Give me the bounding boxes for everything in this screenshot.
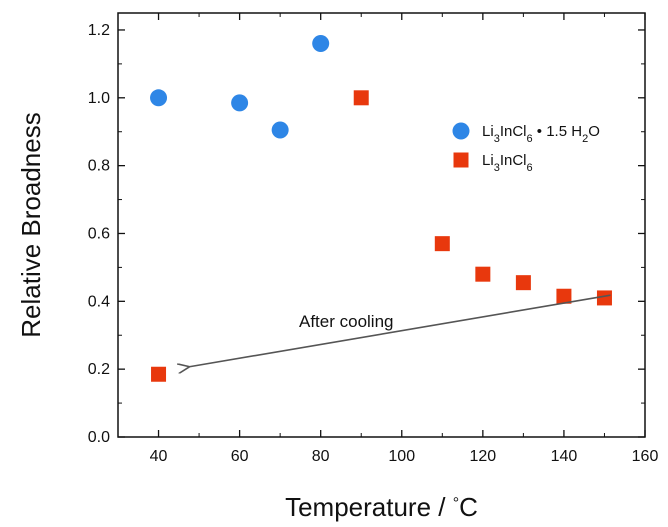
data-point-square (515, 275, 531, 291)
x-tick-label: 160 (632, 448, 659, 465)
y-tick-label: 1.0 (88, 90, 110, 107)
data-point-square (434, 236, 450, 252)
x-axis-label: Temperature / °C (285, 492, 478, 522)
annotations: After cooling (189, 294, 611, 367)
data-point-square (151, 366, 167, 382)
data-point-square (596, 290, 612, 306)
legend: Li3InCl6 • 1.5 H2O Li3InCl6 (452, 122, 600, 174)
y-tick-label: 1.2 (88, 22, 110, 39)
data-point-circle (150, 89, 168, 107)
x-tick-label: 40 (150, 448, 168, 465)
data-points (150, 35, 612, 382)
legend-label: Li3InCl6 • 1.5 H2O (482, 123, 600, 145)
data-point-circle (231, 94, 249, 112)
y-tick-label: 0.8 (88, 158, 110, 175)
data-point-circle (271, 121, 289, 139)
annotation-label: After cooling (299, 312, 394, 331)
y-tick-label: 0.0 (88, 429, 110, 446)
data-point-circle (312, 35, 330, 53)
y-tick-label: 0.2 (88, 361, 110, 378)
y-axis-label: Relative Broadness (16, 112, 46, 337)
data-point-square (475, 266, 491, 282)
legend-marker-square (453, 152, 469, 168)
after-cooling-arrow (189, 294, 611, 367)
y-tick-label: 0.6 (88, 225, 110, 242)
legend-marker-circle (452, 122, 470, 140)
plot-axes (117, 12, 646, 438)
data-point-square (353, 90, 369, 106)
data-point-square (556, 288, 572, 304)
y-tick-label: 0.4 (88, 293, 110, 310)
x-tick-label: 60 (231, 448, 249, 465)
x-tick-label: 120 (469, 448, 496, 465)
plot-frame (117, 12, 646, 438)
legend-label: Li3InCl6 (482, 152, 533, 174)
axis-ticks: 40 60 80 100 120 140 160 0.0 0.2 0.4 0.6 0.8 1.0 1.2 (88, 13, 659, 465)
x-tick-label: 80 (312, 448, 330, 465)
x-tick-label: 140 (551, 448, 578, 465)
x-tick-label: 100 (388, 448, 415, 465)
